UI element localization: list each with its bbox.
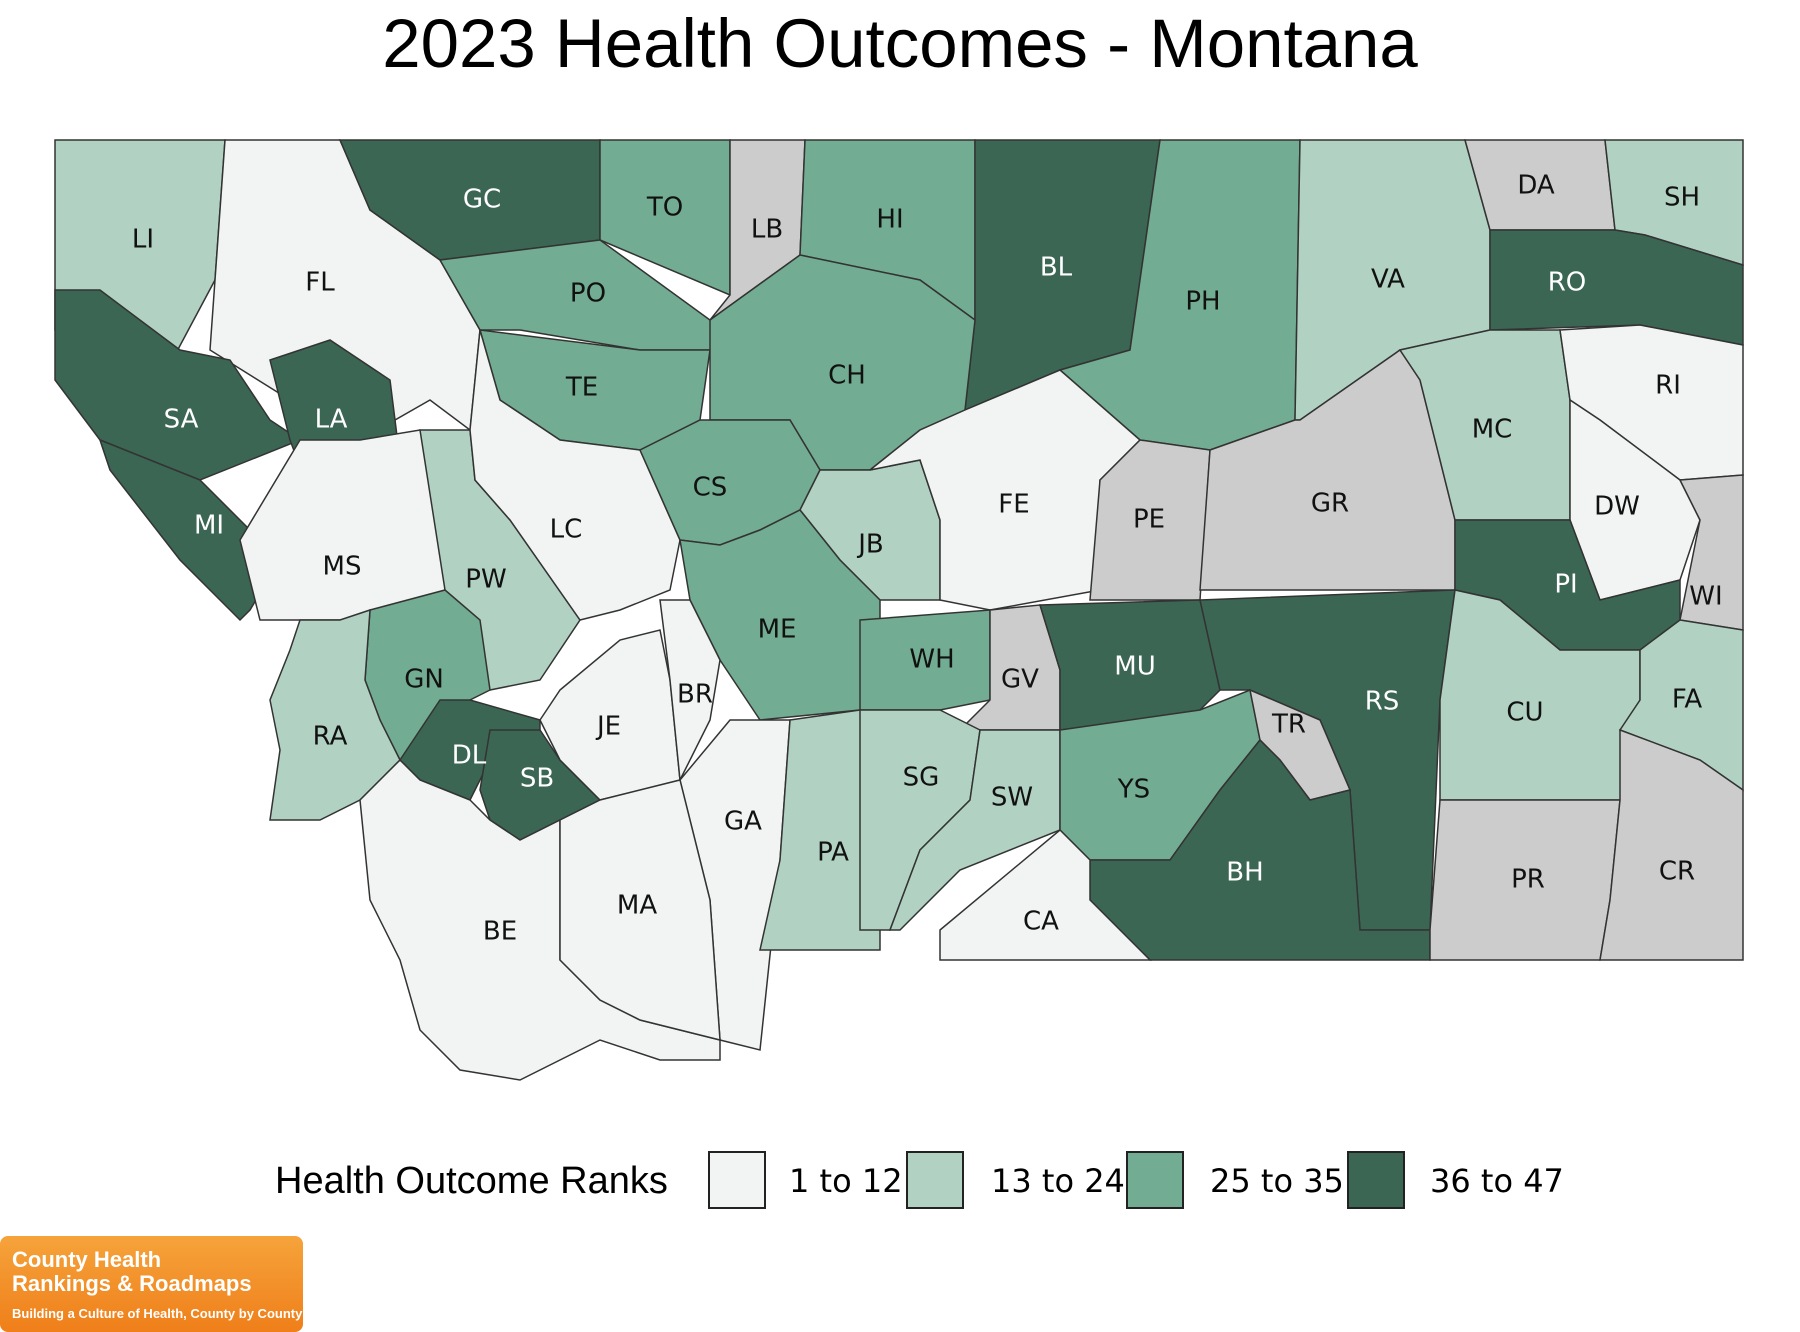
county-label-gn: GN	[404, 665, 444, 695]
county-cr	[1599, 728, 1744, 961]
county-labels: LI FL GC TO LB HI BL PH VA DA SH RO PO TE CH SA LA MI MS PW…	[132, 171, 1723, 947]
county-label-cr: CR	[1659, 857, 1695, 887]
county-label-fe: FE	[998, 490, 1029, 520]
legend-label-1: 1 to 12	[789, 1162, 903, 1200]
county-label-ph: PH	[1185, 287, 1220, 317]
county-label-dl: DL	[452, 741, 487, 771]
county-label-lc: LC	[550, 515, 583, 545]
county-label-ga: GA	[724, 807, 762, 837]
county-label-me: ME	[758, 615, 797, 645]
county-label-tr: TR	[1271, 710, 1306, 740]
legend-label-3: 25 to 35	[1210, 1162, 1344, 1200]
logo-tagline: Building a Culture of Health, County by …	[12, 1306, 303, 1321]
county-ms	[239, 429, 446, 621]
county-label-mc: MC	[1472, 415, 1513, 445]
county-label-br: BR	[677, 680, 713, 710]
county-label-sb: SB	[520, 764, 554, 794]
legend-label-4: 36 to 47	[1430, 1162, 1564, 1200]
county-label-ra: RA	[313, 722, 348, 752]
county-ma	[559, 779, 721, 1041]
county-label-je: JE	[595, 712, 621, 742]
county-label-ys: YS	[1117, 775, 1150, 805]
county-ro	[1489, 229, 1744, 346]
county-label-hi: HI	[876, 205, 903, 235]
county-label-ca: CA	[1023, 907, 1059, 937]
county-label-ch: CH	[828, 361, 866, 391]
county-label-rs: RS	[1365, 687, 1400, 717]
county-label-mi: MI	[194, 511, 224, 541]
county-label-pr: PR	[1511, 865, 1545, 895]
county-label-ri: RI	[1655, 371, 1681, 401]
county-label-to: TO	[646, 193, 683, 223]
county-label-sg: SG	[903, 763, 940, 793]
county-label-lb: LB	[751, 215, 783, 245]
county-label-cu: CU	[1506, 698, 1543, 728]
county-label-gv: GV	[1001, 665, 1039, 695]
county-label-ms: MS	[323, 552, 362, 582]
legend-swatch-3	[1126, 1151, 1184, 1209]
county-label-po: PO	[570, 279, 606, 309]
county-label-mu: MU	[1114, 652, 1155, 682]
legend-title: Health Outcome Ranks	[275, 1160, 668, 1202]
county-label-pi: PI	[1554, 570, 1577, 600]
county-wh	[859, 609, 991, 711]
county-label-sa: SA	[164, 405, 199, 435]
county-label-fl: FL	[305, 268, 335, 298]
county-label-sw: SW	[991, 783, 1033, 813]
county-lc	[469, 329, 681, 621]
county-shapes	[54, 139, 1744, 1081]
county-label-gr: GR	[1311, 489, 1349, 519]
county-label-li: LI	[132, 225, 154, 255]
county-label-be: BE	[483, 917, 517, 947]
legend-swatch-2	[906, 1151, 964, 1209]
county-sa	[54, 289, 302, 481]
county-br	[659, 599, 721, 783]
logo-line-2: Rankings & Roadmaps	[12, 1271, 252, 1296]
county-ca	[939, 828, 1152, 961]
county-label-ro: RO	[1548, 268, 1587, 298]
county-label-pw: PW	[465, 565, 506, 595]
county-label-bh: BH	[1226, 858, 1263, 888]
legend-swatch-1	[708, 1151, 766, 1209]
map-title: 2023 Health Outcomes - Montana	[382, 5, 1418, 82]
county-label-bl: BL	[1040, 253, 1073, 283]
legend-swatch-4	[1347, 1151, 1405, 1209]
county-mi	[98, 438, 281, 622]
county-label-fa: FA	[1672, 685, 1703, 715]
county-label-pe: PE	[1133, 505, 1165, 535]
county-label-da: DA	[1517, 171, 1555, 201]
county-label-te: TE	[565, 373, 598, 403]
county-label-jb: JB	[856, 530, 884, 560]
county-label-wh: WH	[909, 645, 954, 675]
county-label-pa: PA	[817, 838, 849, 868]
county-label-la: LA	[315, 405, 348, 435]
logo-line-1: County Health	[12, 1247, 162, 1272]
county-label-va: VA	[1371, 265, 1405, 295]
county-label-ma: MA	[617, 891, 657, 921]
county-label-wi: WI	[1689, 582, 1722, 612]
county-label-dw: DW	[1594, 492, 1640, 522]
county-label-gc: GC	[463, 185, 501, 215]
county-label-cs: CS	[693, 473, 728, 503]
county-label-sh: SH	[1664, 183, 1700, 213]
legend-label-2: 13 to 24	[991, 1162, 1125, 1200]
county-health-rankings-logo: County Health Rankings & Roadmaps Buildi…	[0, 1236, 303, 1332]
